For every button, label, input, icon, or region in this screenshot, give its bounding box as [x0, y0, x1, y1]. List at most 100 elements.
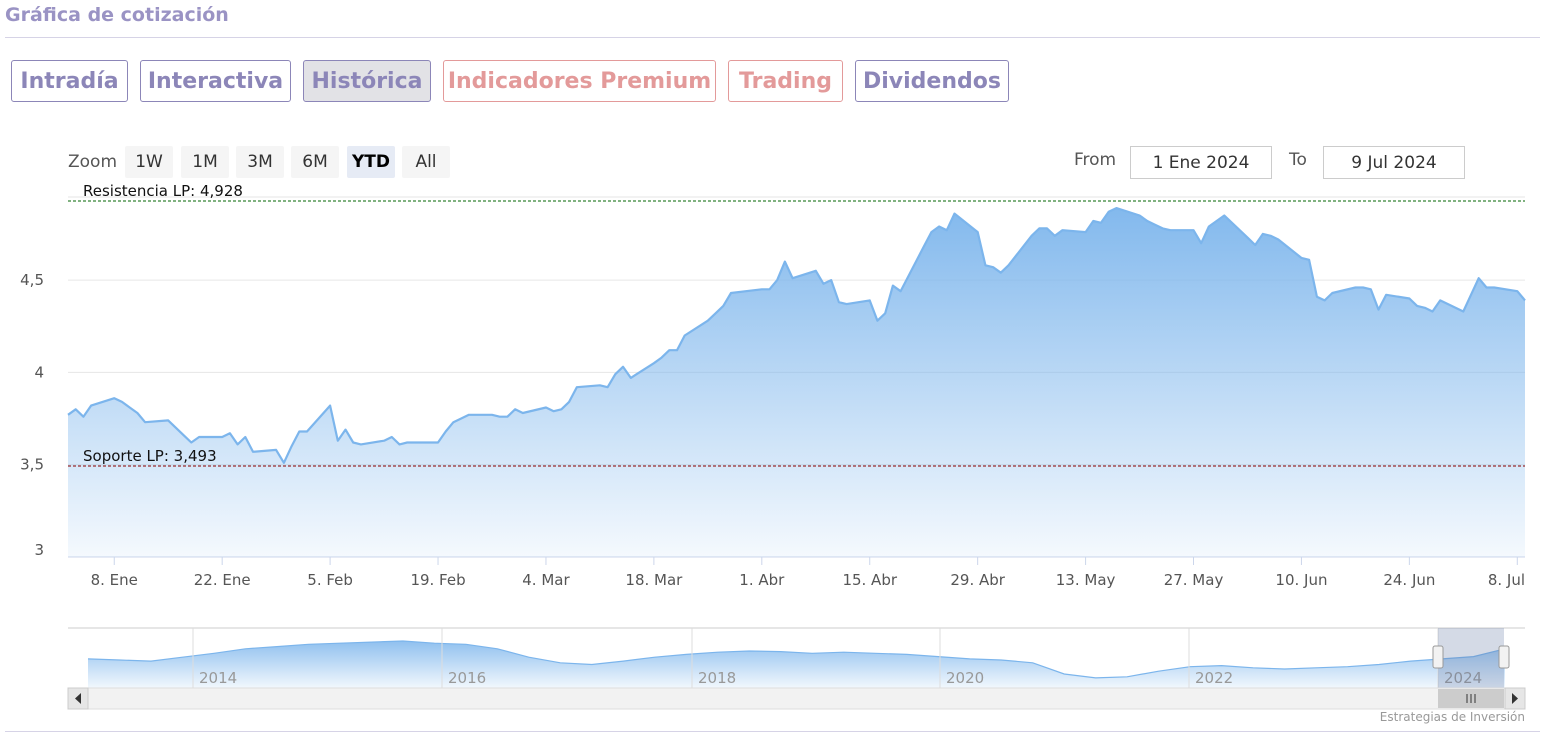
data-point	[167, 419, 169, 421]
data-point	[830, 279, 832, 281]
data-point	[391, 436, 393, 438]
data-point	[1470, 294, 1472, 296]
data-point	[1208, 225, 1210, 227]
data-point	[1262, 233, 1264, 235]
data-point	[236, 443, 238, 445]
data-point	[1300, 257, 1302, 259]
tab-indicadores-premium[interactable]: Indicadores Premium	[443, 60, 716, 102]
data-point	[468, 414, 470, 416]
data-point	[1331, 292, 1333, 294]
navigator-scrollbar-track[interactable]	[67, 687, 1526, 710]
data-point	[599, 384, 601, 386]
zoom-button-ytd[interactable]: YTD	[347, 146, 395, 178]
data-point	[1115, 207, 1117, 209]
data-point	[1516, 290, 1518, 292]
data-point	[445, 430, 447, 432]
data-point	[938, 225, 940, 227]
data-point	[506, 416, 508, 418]
data-point	[1100, 222, 1102, 224]
data-point	[630, 377, 632, 379]
zoom-button-1m[interactable]: 1M	[181, 146, 229, 178]
y-tick-label: 4,5	[20, 271, 44, 289]
x-tick-label: 13. May	[1056, 571, 1116, 589]
data-point	[660, 356, 662, 358]
data-point	[776, 279, 778, 281]
x-tick-label: 8. Jul	[1488, 571, 1525, 589]
tab-interactiva[interactable]: Interactiva	[140, 60, 291, 102]
x-tick-label: 29. Abr	[950, 571, 1005, 589]
data-point	[514, 408, 516, 410]
data-point	[306, 430, 308, 432]
data-point	[1246, 236, 1248, 238]
zoom-button-3m[interactable]: 3M	[236, 146, 284, 178]
data-point	[398, 443, 400, 445]
x-tick-label: 19. Feb	[410, 571, 465, 589]
range-to-input[interactable]: 9 Jul 2024	[1323, 146, 1465, 179]
data-point	[761, 288, 763, 290]
data-point	[946, 229, 948, 231]
x-tick-label: 5. Feb	[307, 571, 353, 589]
navigator-left-handle[interactable]	[1432, 645, 1444, 669]
data-point	[198, 436, 200, 438]
tab-intradia[interactable]: Intradía	[11, 60, 128, 102]
data-point	[1277, 238, 1279, 240]
navigator-series-line	[87, 640, 1506, 679]
data-point	[298, 430, 300, 432]
data-point	[1108, 211, 1110, 213]
data-point	[499, 416, 501, 418]
navigator-year-label: 2020	[946, 669, 984, 687]
data-point	[1478, 277, 1480, 279]
data-point	[1007, 264, 1009, 266]
data-point	[190, 441, 192, 443]
data-point	[1316, 296, 1318, 298]
data-point	[1385, 294, 1387, 296]
chart-credit[interactable]: Estrategias de Inversión	[1379, 710, 1525, 724]
data-point	[491, 414, 493, 416]
data-point	[75, 408, 77, 410]
x-tick-label: 22. Ene	[194, 571, 251, 589]
data-point	[992, 266, 994, 268]
data-point	[668, 349, 670, 351]
tab-dividendos[interactable]: Dividendos	[855, 60, 1009, 102]
data-point	[722, 305, 724, 307]
data-point	[1030, 235, 1032, 237]
x-tick-label: 24. Jun	[1383, 571, 1435, 589]
range-from-input[interactable]: 1 Ene 2024	[1130, 146, 1272, 179]
support-label: Soporte LP: 3,493	[83, 447, 217, 465]
zoom-button-1w[interactable]: 1W	[125, 146, 173, 178]
data-point	[614, 373, 616, 375]
navigator-year-label: 2018	[698, 669, 736, 687]
data-point	[1162, 227, 1164, 229]
data-point	[406, 441, 408, 443]
data-point	[414, 441, 416, 443]
data-point	[1215, 220, 1217, 222]
y-tick-label: 3	[34, 541, 44, 559]
navigator-right-handle[interactable]	[1498, 645, 1510, 669]
data-point	[953, 212, 955, 214]
data-point	[1192, 229, 1194, 231]
x-tick-label: 4. Mar	[522, 571, 570, 589]
data-point	[714, 312, 716, 314]
data-point	[383, 440, 385, 442]
data-point	[622, 366, 624, 368]
resistance-label: Resistencia LP: 4,928	[83, 182, 243, 200]
data-point	[553, 410, 555, 412]
data-point	[1308, 259, 1310, 261]
data-point	[221, 436, 223, 438]
zoom-button-all[interactable]: All	[402, 146, 450, 178]
tab-historica[interactable]: Histórica	[303, 60, 431, 102]
data-point	[1223, 214, 1225, 216]
chevron-left-icon	[75, 693, 81, 704]
data-point	[707, 320, 709, 322]
data-point	[984, 264, 986, 266]
zoom-button-6m[interactable]: 6M	[291, 146, 339, 178]
tab-trading[interactable]: Trading	[728, 60, 843, 102]
data-point	[275, 449, 277, 451]
range-from-label: From	[1074, 150, 1117, 170]
data-point	[437, 441, 439, 443]
x-tick-label: 1. Abr	[739, 571, 785, 589]
data-point	[1370, 288, 1372, 290]
navigator-year-label: 2022	[1195, 669, 1233, 687]
navigator-selection[interactable]	[1438, 628, 1504, 688]
data-point	[576, 386, 578, 388]
